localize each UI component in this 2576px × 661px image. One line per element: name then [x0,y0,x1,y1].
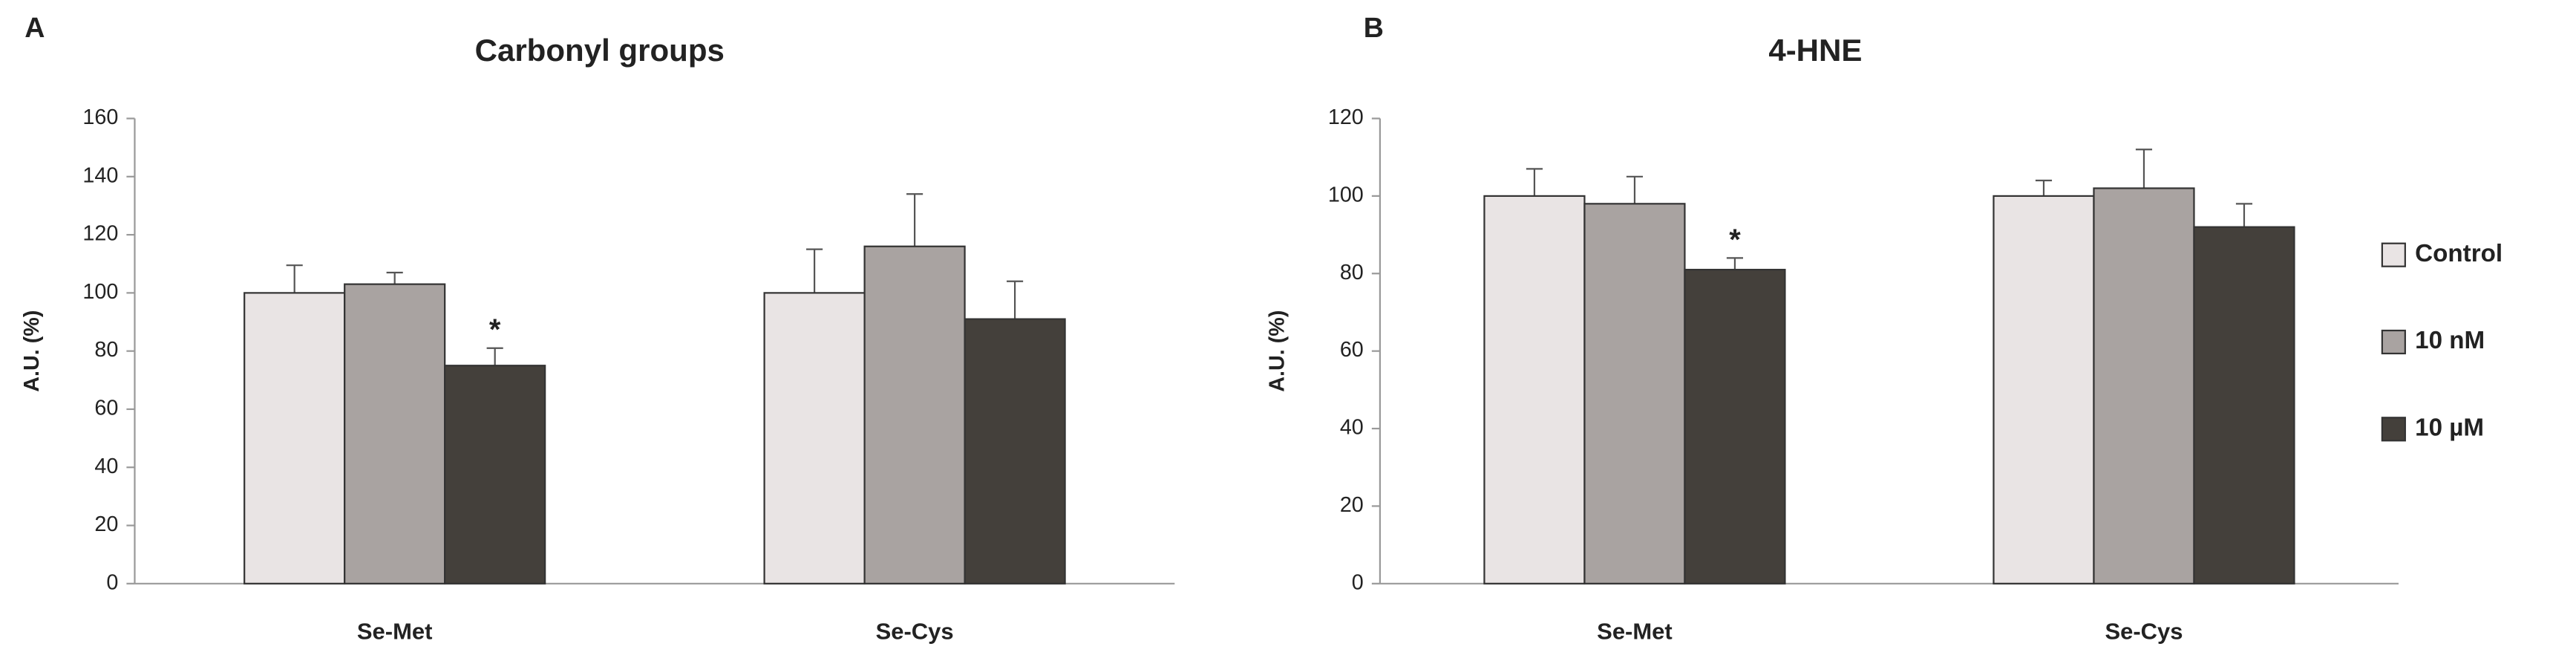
y-tick-label: 40 [94,455,118,478]
y-tick-label: 100 [82,280,118,304]
legend-swatch [2381,329,2406,355]
chart-title: Carbonyl groups [475,33,725,68]
significance-marker: * [1729,224,1741,256]
bar [444,365,546,585]
significance-marker: * [489,313,501,346]
bar [1483,195,1586,585]
bar [964,318,1066,585]
bar [763,292,866,585]
panel-label: A [24,12,45,43]
y-tick-label: 120 [82,222,118,246]
y-tick-label: 20 [1340,493,1364,517]
y-tick-label: 80 [1340,261,1364,284]
bar [344,283,446,585]
y-axis-label: A.U. (%) [20,310,44,392]
bar [1993,195,2095,585]
legend-label: 10 nM [2415,327,2485,354]
legend-label: 10 µM [2415,414,2484,442]
x-tick-label: Se-Met [1597,618,1673,644]
bar [2093,187,2195,585]
x-tick-label: Se-Cys [876,618,954,644]
y-tick-label: 40 [1340,416,1364,440]
y-tick-label: 60 [94,397,118,420]
y-tick-label: 160 [82,105,118,129]
y-tick-label: 120 [1328,105,1364,129]
bar [2193,226,2295,585]
x-tick-label: Se-Met [357,618,433,644]
legend-swatch [2381,417,2406,442]
y-tick-label: 0 [1352,570,1364,594]
y-tick-label: 20 [94,512,118,536]
bar [1684,268,1786,585]
bar [863,245,966,585]
bar [1583,203,1686,585]
x-tick-label: Se-Cys [2105,618,2183,644]
legend-label: Control [2415,240,2503,267]
y-tick-label: 60 [1340,338,1364,362]
bar [243,292,346,585]
y-axis-label: A.U. (%) [1265,310,1289,392]
legend-swatch [2381,242,2406,267]
y-tick-label: 140 [82,163,118,187]
y-tick-label: 80 [94,338,118,362]
chart-title: 4-HNE [1768,33,1862,68]
y-tick-label: 100 [1328,183,1364,206]
y-tick-label: 0 [106,570,118,594]
panel-label: B [1364,12,1384,43]
